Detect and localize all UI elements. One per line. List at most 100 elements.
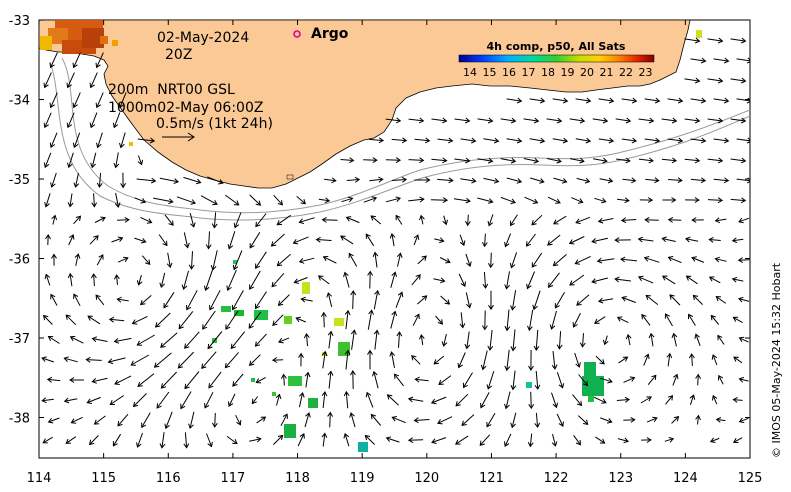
current-arrow (327, 330, 334, 349)
current-arrow (667, 216, 682, 223)
current-arrow (163, 292, 175, 309)
current-arrow (292, 236, 309, 245)
date-label: 02-May-2024 (157, 30, 249, 46)
current-arrow (89, 72, 98, 89)
current-arrow (67, 193, 74, 208)
current-arrow (457, 352, 466, 369)
current-arrow (321, 432, 328, 447)
current-arrow (271, 272, 285, 288)
current-arrow (201, 351, 217, 370)
current-arrow (552, 137, 569, 144)
current-arrow (731, 237, 744, 244)
current-arrow (41, 356, 55, 363)
current-arrow (732, 397, 743, 403)
current-arrow (318, 197, 331, 204)
current-arrow (707, 197, 724, 204)
sst-warm-patch (40, 20, 133, 146)
current-arrow (691, 217, 704, 223)
current-arrow (431, 157, 448, 164)
current-arrow (684, 37, 701, 44)
current-arrow (367, 270, 374, 289)
current-arrow (344, 349, 351, 370)
current-arrow (598, 97, 615, 104)
current-arrow (576, 177, 591, 184)
current-arrow (419, 214, 425, 225)
current-arrow (136, 432, 143, 448)
current-arrow (556, 413, 564, 427)
current-arrow (623, 376, 636, 383)
current-arrow (437, 177, 454, 184)
current-arrow (136, 177, 157, 184)
current-arrow (477, 117, 494, 124)
current-arrow (153, 352, 172, 368)
current-arrow (644, 97, 661, 104)
current-arrow (668, 177, 683, 184)
current-arrow (372, 251, 379, 268)
current-arrow (664, 437, 675, 443)
current-arrow (256, 416, 267, 424)
current-arrow (688, 313, 696, 326)
current-arrow (298, 257, 315, 264)
current-arrow (465, 292, 472, 309)
current-arrow (481, 310, 488, 331)
current-arrow (327, 370, 334, 389)
current-arrow (180, 391, 192, 410)
current-arrow (73, 172, 80, 188)
current-arrow (300, 296, 313, 303)
current-arrow (486, 413, 496, 428)
current-arrow (112, 433, 122, 447)
current-arrow (647, 374, 657, 386)
current-arrow (464, 331, 471, 350)
current-arrow (303, 332, 310, 347)
current-arrow (211, 212, 218, 229)
current-arrow (556, 372, 565, 389)
credit-label: © IMOS 05-May-2024 15:32 Hobart (770, 262, 783, 458)
current-arrow (73, 215, 82, 225)
current-arrow (486, 370, 495, 390)
current-arrow (695, 414, 701, 425)
current-arrow (249, 194, 262, 206)
current-arrow (571, 197, 584, 204)
current-arrow (87, 315, 101, 325)
current-arrow (113, 152, 120, 169)
current-arrow (667, 97, 684, 104)
current-arrow (207, 176, 224, 185)
current-arrow (591, 237, 609, 244)
current-arrow (620, 256, 638, 263)
current-arrow (74, 253, 81, 266)
current-arrow (574, 255, 591, 265)
current-arrow (96, 172, 103, 189)
current-arrow (730, 157, 747, 164)
current-arrow (414, 137, 431, 144)
current-arrow (117, 413, 129, 427)
current-arrow (460, 177, 477, 184)
lon-tick-label: 120 (414, 471, 439, 486)
colorbar-tick-label: 14 (463, 66, 477, 79)
colorbar-tick-label: 21 (600, 66, 614, 79)
current-arrow (487, 329, 494, 351)
current-arrow (136, 334, 155, 346)
lat-tick-label: -33 (9, 14, 30, 29)
current-arrow (418, 334, 425, 346)
current-arrow (532, 290, 541, 311)
current-arrow (737, 257, 750, 264)
current-arrow (321, 391, 328, 409)
current-arrow (477, 197, 494, 204)
current-arrow (667, 137, 684, 144)
isobath-info-2: 1000m02-May 06:00Z (108, 100, 263, 116)
current-arrow (437, 137, 454, 144)
current-arrow (276, 214, 291, 226)
colorbar-tick-label: 19 (561, 66, 575, 79)
current-arrow (86, 396, 101, 404)
current-arrow (45, 234, 51, 246)
current-arrow (249, 231, 261, 249)
current-arrow (692, 294, 703, 305)
current-arrow (298, 391, 305, 408)
current-arrow (255, 213, 267, 228)
current-arrow (641, 313, 651, 326)
current-arrow (534, 370, 541, 390)
current-arrow (483, 177, 500, 184)
lon-tick-label: 119 (350, 471, 375, 486)
current-arrow (298, 217, 315, 224)
current-arrow (176, 196, 196, 205)
